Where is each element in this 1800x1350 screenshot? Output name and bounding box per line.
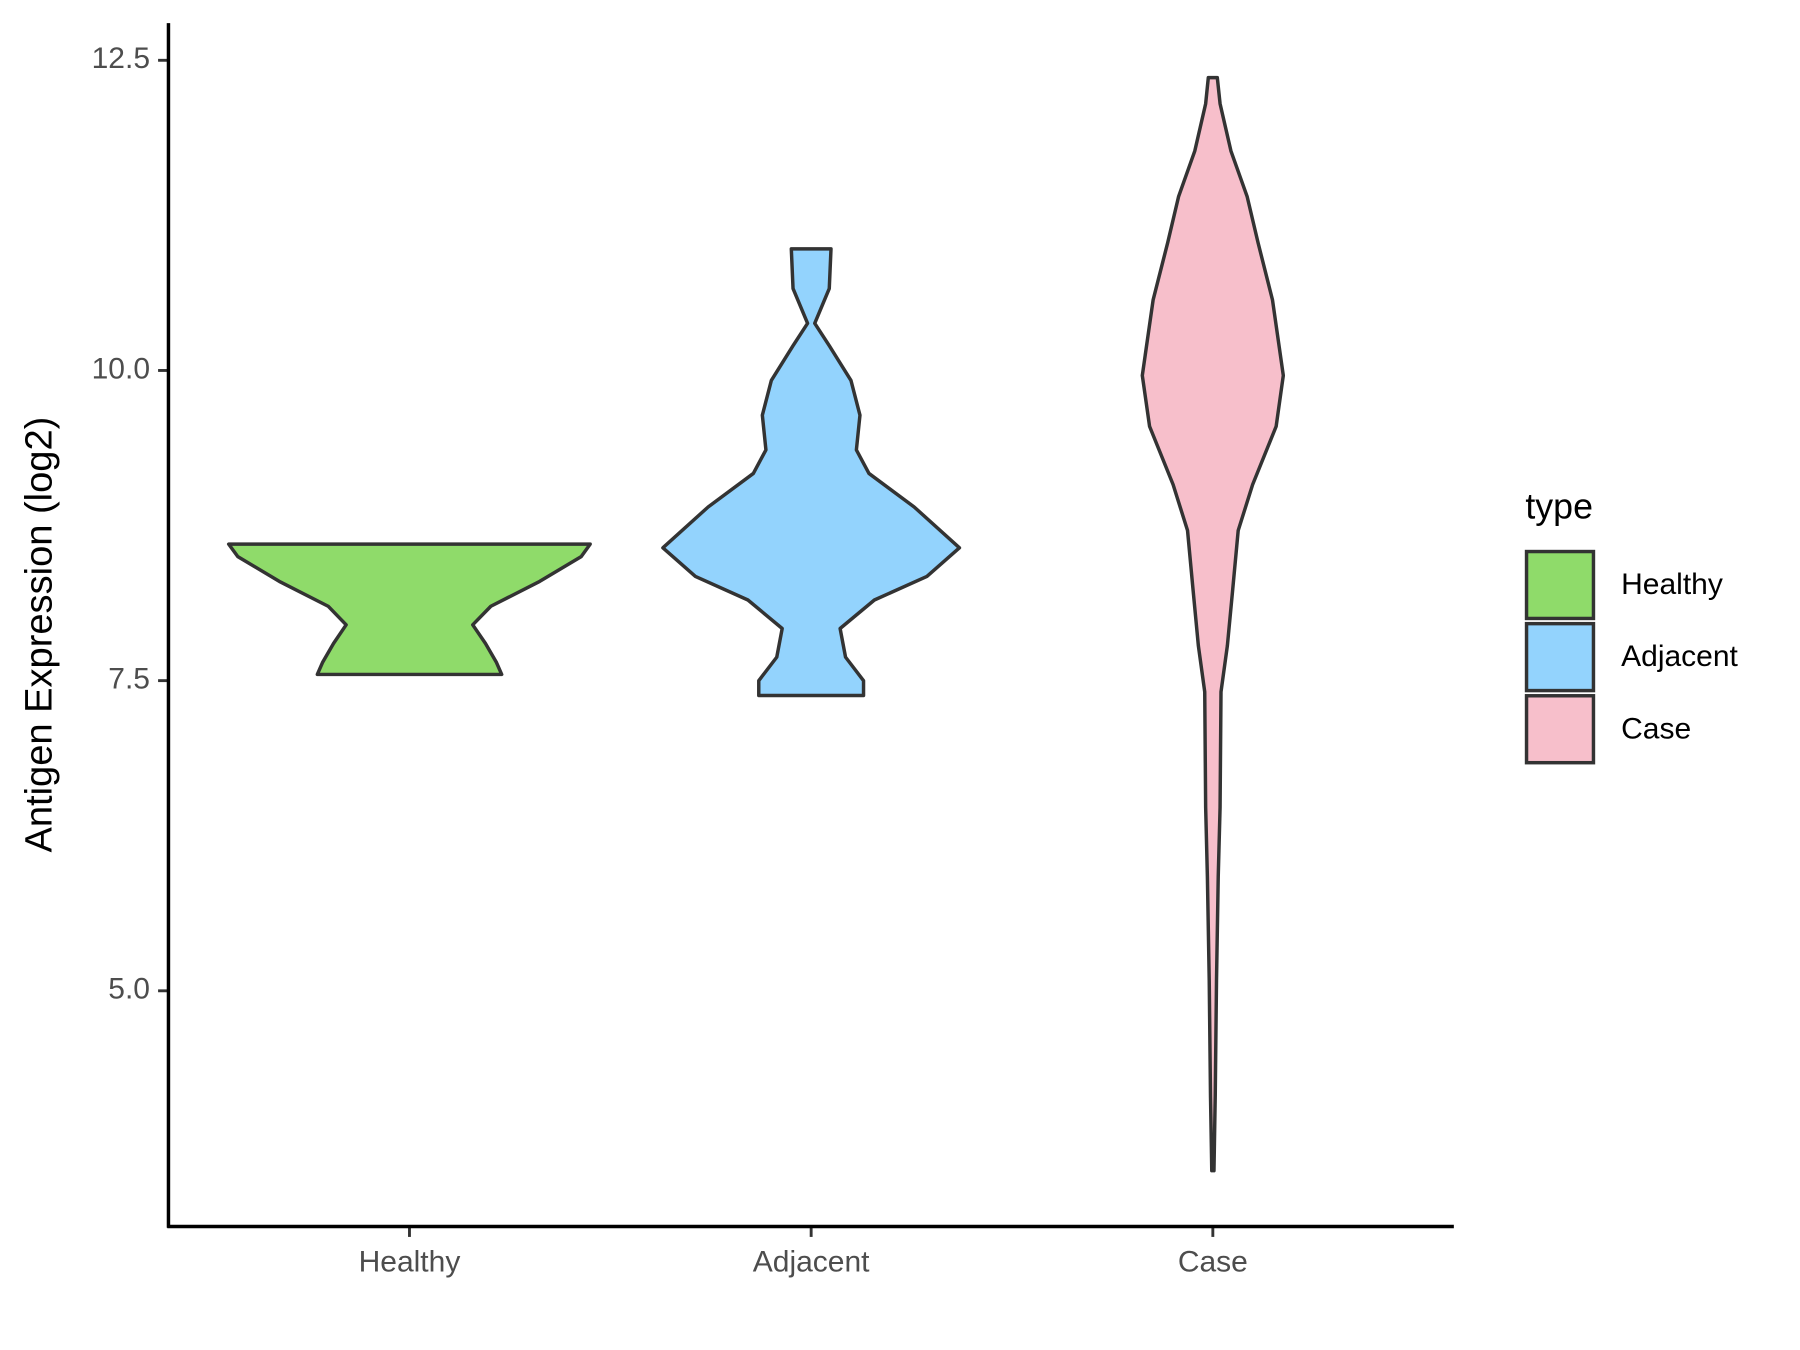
legend-label: Case — [1621, 712, 1691, 745]
y-tick-label: 10.0 — [92, 352, 150, 385]
y-axis-title: Antigen Expression (log2) — [19, 417, 61, 853]
legend-key — [1524, 621, 1596, 693]
x-tick-label: Healthy — [359, 1245, 461, 1278]
legend-label: Healthy — [1621, 568, 1723, 601]
y-tick-label: 12.5 — [92, 42, 150, 75]
violin — [661, 247, 962, 698]
x-tick-label: Case — [1178, 1245, 1248, 1278]
y-tick-label: 7.5 — [108, 663, 150, 696]
x-tick-label: Adjacent — [753, 1245, 870, 1278]
violin — [226, 542, 592, 677]
y-tick-label: 5.0 — [108, 973, 150, 1006]
legend-key — [1524, 694, 1596, 765]
legend-title: type — [1525, 486, 1593, 526]
violin — [1140, 75, 1286, 1173]
legend-label: Adjacent — [1621, 640, 1738, 673]
legend-key — [1524, 549, 1596, 621]
